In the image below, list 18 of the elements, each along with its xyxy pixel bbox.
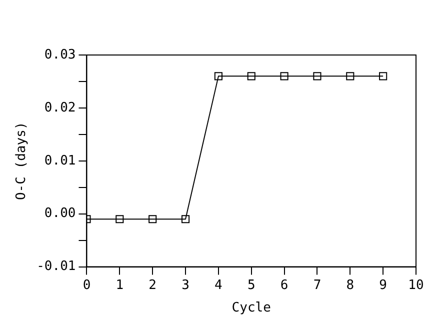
x-tick-label: 7 — [313, 278, 322, 293]
x-tick-label: 9 — [379, 278, 387, 293]
text: 0.00 — [44, 206, 76, 222]
y-tick-label: 0.03 — [44, 47, 76, 62]
y-tick-label: 0.02 — [44, 100, 76, 116]
y-tick-label: 0.01 — [44, 153, 76, 168]
x-tick-label: 8 — [346, 278, 354, 293]
x-tick-label: 3 — [182, 278, 190, 293]
x-tick-label: 4 — [214, 278, 223, 293]
x-tick-label: 10 — [408, 278, 424, 293]
x-axis-title: Cycle — [232, 300, 272, 316]
x-tick-label: 5 — [247, 278, 256, 293]
x-tick-label: 0 — [82, 278, 91, 293]
x-tick-label: 1 — [116, 278, 124, 293]
y-tick-label: -0.01 — [36, 259, 76, 274]
x-tick-label: 2 — [148, 278, 156, 293]
y-axis-title: O-C (days) — [14, 122, 30, 200]
x-tick-label: 6 — [280, 278, 288, 293]
